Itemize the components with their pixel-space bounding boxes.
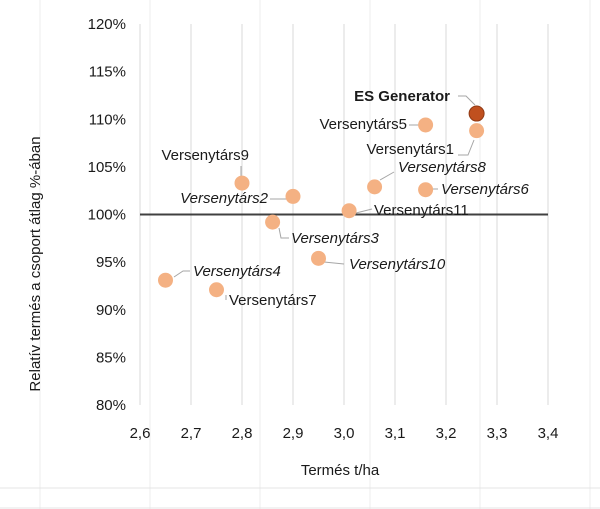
- leader-line-versenyt-rs8: [379, 171, 395, 181]
- y-tick-label: 85%: [96, 349, 126, 366]
- point-versenyt-rs7: [209, 282, 224, 298]
- leader-line-versenyt-rs4: [173, 270, 190, 278]
- x-tick-label: 3,1: [385, 425, 406, 442]
- point-label-versenyt-rs4: Versenytárs4: [193, 263, 281, 280]
- point-label-es-generator: ES Generator: [354, 88, 450, 105]
- point-label-versenyt-rs5: Versenytárs5: [319, 116, 407, 133]
- leader-line-es-generator: [458, 95, 476, 106]
- y-tick-label: 115%: [89, 64, 126, 81]
- leader-lines: [173, 95, 476, 300]
- x-axis-title: Termés t/ha: [301, 462, 380, 479]
- y-tick-label: 120%: [88, 16, 126, 33]
- y-axis-ticks: 80% 85% 90% 95% 100% 105% 110% 115% 120%: [88, 16, 126, 414]
- point-versenyt-rs8: [367, 179, 383, 195]
- point-label-versenyt-rs11: Versenytárs11: [374, 202, 469, 219]
- x-tick-label: 3,0: [334, 425, 355, 442]
- point-versenyt-rs3: [265, 214, 281, 230]
- x-tick-label: 2,8: [232, 425, 253, 442]
- y-tick-label: 110%: [89, 111, 126, 128]
- data-labels: ES GeneratorVersenytárs5Versenytárs1Vers…: [161, 88, 529, 309]
- leader-line-versenyt-rs11: [355, 208, 373, 214]
- point-label-versenyt-rs8: Versenytárs8: [398, 159, 486, 176]
- point-es-generator: [468, 105, 485, 122]
- point-label-versenyt-rs1: Versenytárs1: [366, 141, 454, 158]
- x-tick-label: 3,4: [538, 425, 559, 442]
- point-label-versenyt-rs10: Versenytárs10: [349, 256, 446, 273]
- y-tick-label: 100%: [88, 207, 126, 224]
- point-versenyt-rs9: [234, 175, 250, 191]
- point-versenyt-rs1: [469, 123, 485, 139]
- x-axis-ticks: 2,6 2,7 2,8 2,9 3,0 3,1 3,2 3,3 3,4: [130, 425, 559, 442]
- leader-line-versenyt-rs1: [458, 139, 475, 156]
- point-label-versenyt-rs9: Versenytárs9: [161, 147, 249, 164]
- point-versenyt-rs2: [285, 188, 301, 204]
- y-tick-label: 80%: [96, 397, 126, 414]
- x-tick-label: 3,3: [487, 425, 508, 442]
- y-tick-label: 105%: [88, 159, 126, 176]
- y-tick-label: 90%: [96, 302, 126, 319]
- x-tick-label: 2,6: [130, 425, 151, 442]
- point-label-versenyt-rs2: Versenytárs2: [180, 190, 268, 207]
- leader-line-versenyt-rs3: [278, 227, 289, 239]
- point-versenyt-rs10: [311, 250, 326, 266]
- point-label-versenyt-rs3: Versenytárs3: [291, 230, 379, 247]
- y-axis-title: Relatív termés a csoport átlag %-ában: [27, 136, 44, 391]
- x-tick-label: 3,2: [436, 425, 457, 442]
- point-versenyt-rs6: [418, 182, 434, 198]
- leader-line-versenyt-rs10: [323, 261, 345, 265]
- y-tick-label: 95%: [96, 254, 126, 271]
- point-versenyt-rs5: [418, 117, 434, 133]
- point-label-versenyt-rs6: Versenytárs6: [441, 181, 529, 198]
- data-points: [158, 105, 485, 298]
- point-versenyt-rs11: [341, 203, 357, 219]
- point-versenyt-rs4: [158, 272, 173, 288]
- point-label-versenyt-rs7: Versenytárs7: [229, 292, 317, 309]
- x-tick-label: 2,7: [181, 425, 202, 442]
- x-tick-label: 2,9: [283, 425, 304, 442]
